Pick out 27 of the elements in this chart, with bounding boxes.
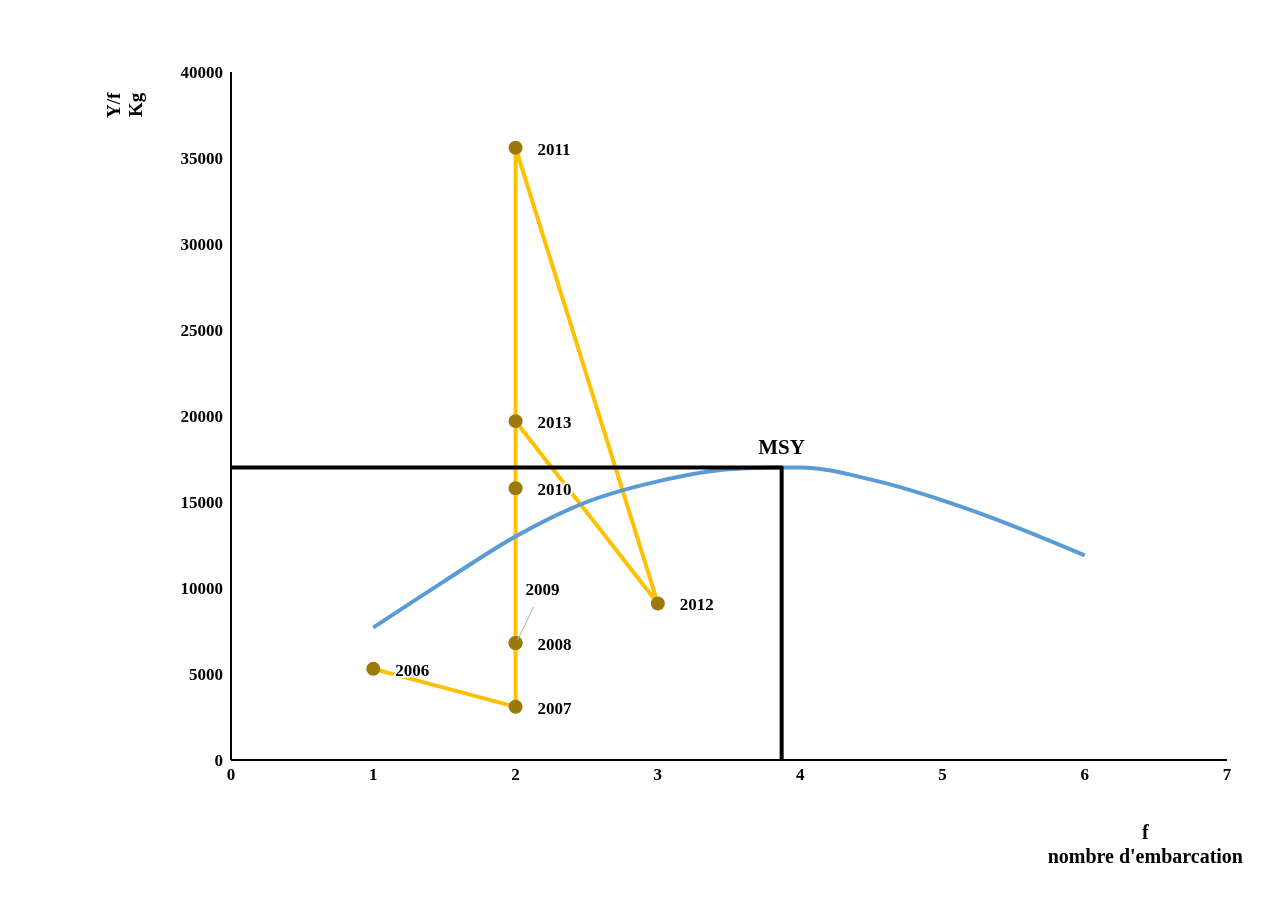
y-tick-label: 5000 xyxy=(189,665,223,685)
x-tick-label: 7 xyxy=(1222,765,1232,785)
y-tick-label: 25000 xyxy=(180,321,223,341)
x-tick-label: 4 xyxy=(795,765,805,785)
annotation: 2007 xyxy=(537,698,573,718)
annotation: 2009 xyxy=(525,580,560,600)
annotation: 2013 xyxy=(537,413,572,433)
y-tick-label: 0 xyxy=(214,751,223,771)
annotation: MSY xyxy=(758,434,805,459)
x-tick-label: 2 xyxy=(511,765,520,785)
annotation: 2012 xyxy=(679,595,714,615)
x-tick-label: 5 xyxy=(938,765,947,785)
y-tick-label: 40000 xyxy=(180,63,223,83)
y-axis-title: Y/f Kg xyxy=(103,92,147,118)
y-tick-label: 30000 xyxy=(180,235,223,255)
annotation: 2008 xyxy=(537,635,572,655)
x-tick-label: 1 xyxy=(369,765,378,785)
x-tick-label: 0 xyxy=(226,765,236,785)
y-tick-label: 35000 xyxy=(180,149,223,169)
y-tick-label: 15000 xyxy=(180,493,223,513)
annotation: 2011 xyxy=(537,139,571,159)
x-axis-title: f nombre d'embarcation xyxy=(1047,820,1243,868)
x-tick-label: 3 xyxy=(653,765,663,785)
x-tick-label: 6 xyxy=(1080,765,1089,785)
y-tick-label: 10000 xyxy=(180,579,223,599)
annotation: 2006 xyxy=(395,660,430,680)
y-tick-label: 20000 xyxy=(180,407,223,427)
